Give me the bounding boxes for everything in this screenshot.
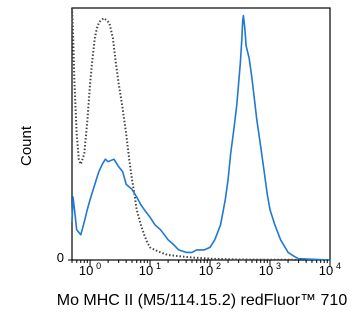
x-tick-label: 10 — [199, 263, 213, 278]
x-tick-exponent: 1 — [156, 261, 161, 271]
x-tick-exponent: 0 — [96, 261, 101, 271]
x-tick-exponent: 2 — [216, 261, 221, 271]
x-tick-exponent: 3 — [276, 261, 281, 271]
x-tick-label: 10 — [319, 263, 333, 278]
y-tick-label: 0 — [57, 250, 64, 265]
series-line-2 — [71, 14, 331, 261]
series-layer — [71, 7, 331, 261]
tick-layer: 10 0 10 1 10 2 10 3 10 4 — [68, 259, 341, 278]
plot-frame — [71, 7, 331, 261]
y-axis-label: Count — [18, 125, 35, 166]
x-tick-exponent: 4 — [336, 261, 341, 271]
x-tick-label: 10 — [79, 263, 93, 278]
x-tick-label: 10 — [259, 263, 273, 278]
x-tick-label: 10 — [139, 263, 153, 278]
series-line-1 — [71, 7, 331, 261]
x-axis-label: Mo MHC II (M5/114.15.2) redFluor™ 710 — [57, 292, 348, 309]
